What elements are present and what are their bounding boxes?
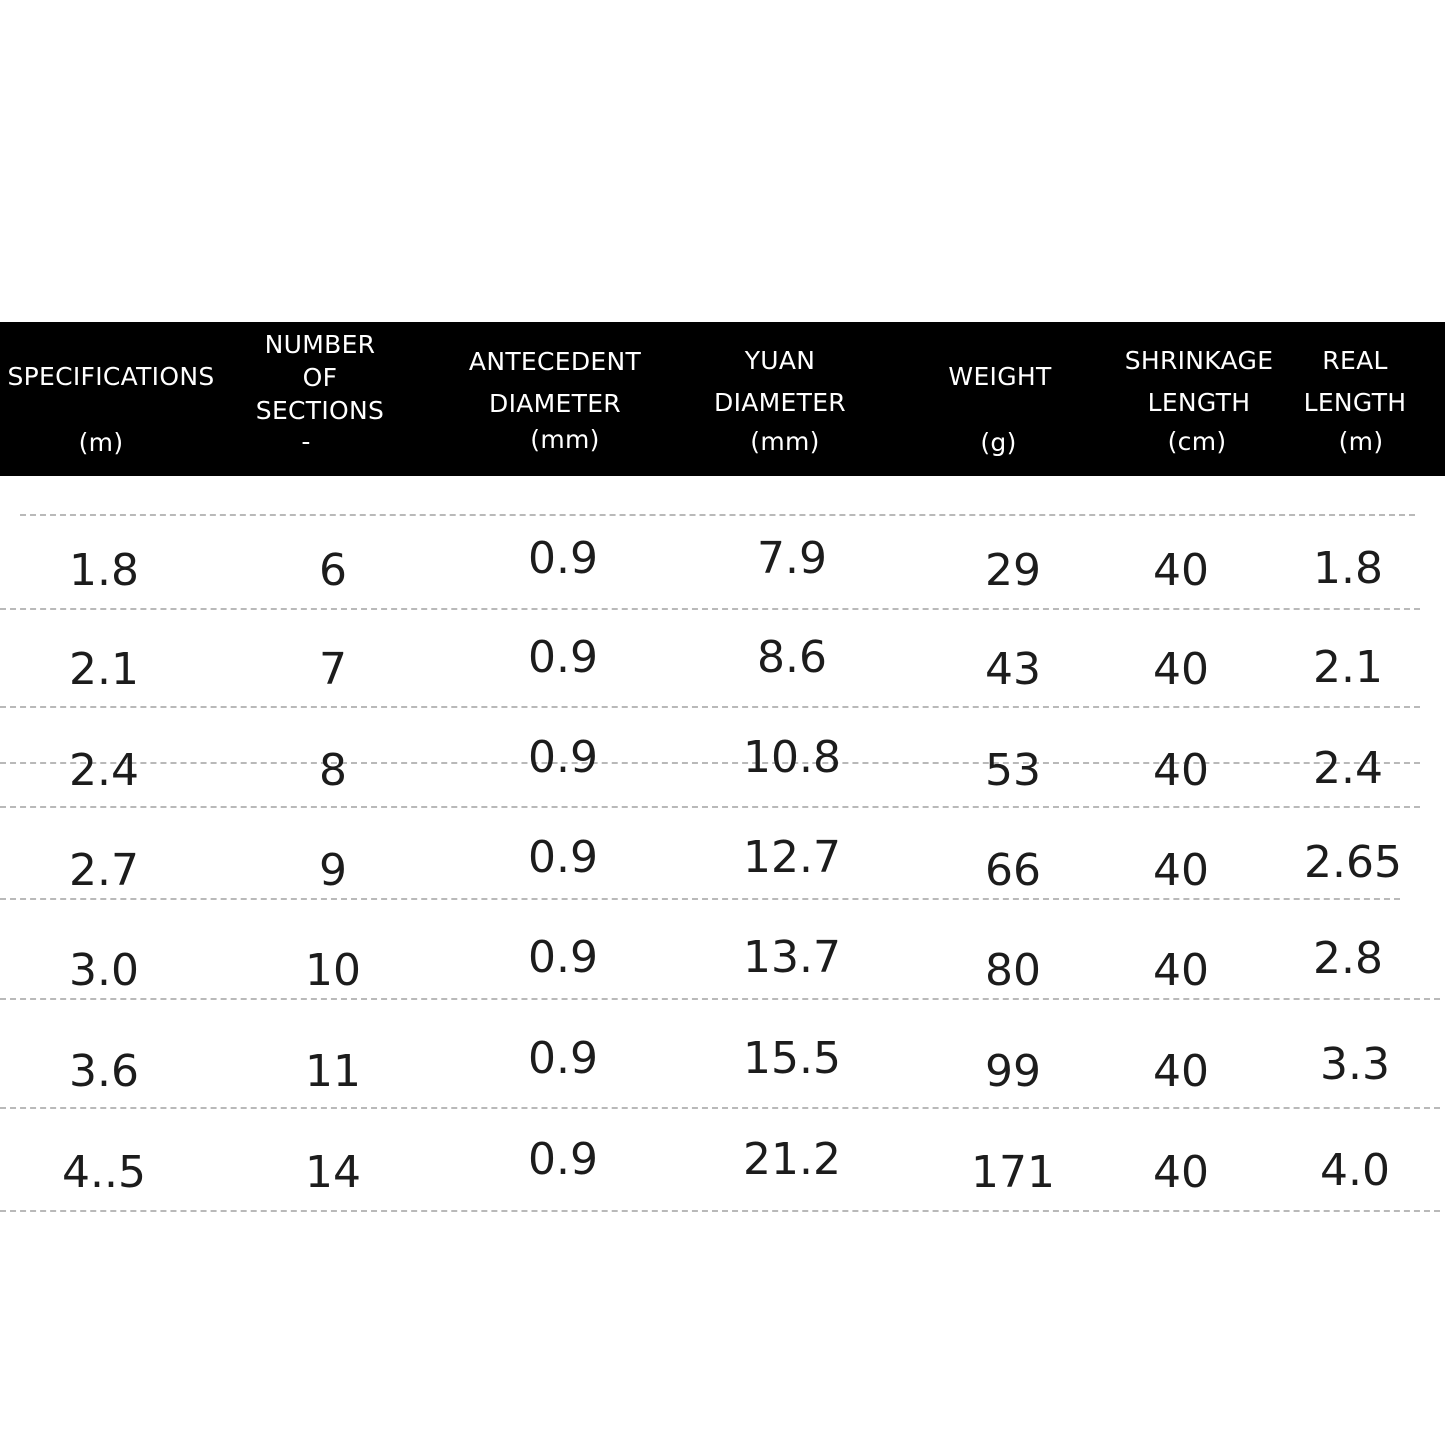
cell-specifications: 2.1	[69, 644, 139, 695]
cell-weight: 171	[971, 1147, 1055, 1198]
cell-real-length: 2.1	[1313, 642, 1383, 693]
cell-real-length: 2.8	[1313, 933, 1383, 984]
header-label: OF	[302, 363, 338, 392]
cell-weight: 80	[985, 945, 1041, 996]
cell-weight: 29	[985, 545, 1041, 596]
cell-antecedent-diameter: 0.9	[528, 932, 598, 983]
header-label: YUAN	[744, 346, 816, 375]
cell-real-length: 1.8	[1313, 543, 1383, 594]
row-divider	[0, 806, 1420, 808]
cell-real-length: 2.65	[1304, 837, 1402, 888]
header-yuan-diameter: YUAN DIAMETER (mm)	[690, 322, 870, 476]
header-unit: (cm)	[1167, 427, 1227, 456]
cell-real-length: 3.3	[1320, 1039, 1390, 1090]
cell-weight: 53	[985, 745, 1041, 796]
cell-specifications: 3.6	[69, 1046, 139, 1097]
header-unit: (mm)	[530, 425, 600, 454]
row-divider	[0, 1107, 1440, 1109]
cell-sections: 8	[319, 745, 347, 796]
header-real-length: REAL LENGTH (m)	[1295, 322, 1415, 476]
header-unit: (m)	[78, 428, 124, 457]
cell-shrinkage-length: 40	[1153, 644, 1209, 695]
row-divider	[0, 1210, 1440, 1212]
cell-weight: 66	[985, 845, 1041, 896]
cell-sections: 10	[305, 945, 361, 996]
header-label: WEIGHT	[948, 362, 1052, 391]
cell-specifications: 3.0	[69, 945, 139, 996]
cell-specifications: 4..5	[62, 1147, 146, 1198]
cell-yuan-diameter: 13.7	[743, 932, 841, 983]
header-unit: (m)	[1338, 427, 1384, 456]
table-row: 1.8 6 0.9 7.9 29 40 1.8	[0, 476, 1445, 596]
header-specifications: SPECIFICATIONS (m)	[0, 322, 222, 476]
header-label: DIAMETER	[489, 389, 621, 418]
header-label: SHRINKAGE	[1124, 346, 1274, 375]
header-unit: (mm)	[750, 427, 820, 456]
cell-antecedent-diameter: 0.9	[528, 832, 598, 883]
cell-yuan-diameter: 8.6	[757, 632, 827, 683]
cell-weight: 43	[985, 644, 1041, 695]
cell-sections: 9	[319, 845, 347, 896]
cell-shrinkage-length: 40	[1153, 1046, 1209, 1097]
cell-real-length: 2.4	[1313, 743, 1383, 794]
row-divider	[0, 762, 1420, 764]
cell-shrinkage-length: 40	[1153, 845, 1209, 896]
cell-specifications: 1.8	[69, 545, 139, 596]
header-antecedent-diameter: ANTECEDENT DIAMETER (mm)	[455, 322, 655, 476]
header-label: ANTECEDENT	[468, 347, 642, 376]
cell-yuan-diameter: 21.2	[743, 1134, 841, 1185]
cell-sections: 11	[305, 1046, 361, 1097]
header-unit: (g)	[980, 428, 1017, 457]
cell-shrinkage-length: 40	[1153, 545, 1209, 596]
row-divider	[0, 998, 1440, 1000]
cell-shrinkage-length: 40	[1153, 1147, 1209, 1198]
header-number-of-sections: NUMBER OF SECTIONS -	[235, 322, 405, 476]
cell-specifications: 2.4	[69, 745, 139, 796]
row-divider	[0, 706, 1420, 708]
header-label: SECTIONS	[255, 396, 385, 425]
cell-sections: 14	[305, 1147, 361, 1198]
spec-table: SPECIFICATIONS (m) NUMBER OF SECTIONS - …	[0, 322, 1445, 764]
header-label: DIAMETER	[714, 388, 846, 417]
cell-real-length: 4.0	[1320, 1145, 1390, 1196]
cell-sections: 7	[319, 644, 347, 695]
row-divider	[0, 608, 1420, 610]
header-label: LENGTH	[1303, 388, 1407, 417]
header-label: SPECIFICATIONS	[7, 362, 215, 391]
cell-antecedent-diameter: 0.9	[528, 1134, 598, 1185]
cell-sections: 6	[319, 545, 347, 596]
table-header: SPECIFICATIONS (m) NUMBER OF SECTIONS - …	[0, 322, 1445, 476]
cell-antecedent-diameter: 0.9	[528, 533, 598, 584]
cell-yuan-diameter: 12.7	[743, 832, 841, 883]
row-divider	[0, 898, 1400, 900]
cell-yuan-diameter: 7.9	[757, 533, 827, 584]
cell-yuan-diameter: 10.8	[743, 732, 841, 783]
cell-shrinkage-length: 40	[1153, 945, 1209, 996]
cell-antecedent-diameter: 0.9	[528, 732, 598, 783]
header-shrinkage-length: SHRINKAGE LENGTH (cm)	[1110, 322, 1288, 476]
cell-antecedent-diameter: 0.9	[528, 1033, 598, 1084]
header-weight: WEIGHT (g)	[930, 322, 1070, 476]
cell-specifications: 2.7	[69, 845, 139, 896]
header-label: LENGTH	[1147, 388, 1251, 417]
cell-weight: 99	[985, 1046, 1041, 1097]
cell-yuan-diameter: 15.5	[743, 1033, 841, 1084]
cell-shrinkage-length: 40	[1153, 745, 1209, 796]
cell-antecedent-diameter: 0.9	[528, 632, 598, 683]
header-label: NUMBER	[264, 330, 376, 359]
header-label: REAL	[1322, 346, 1388, 375]
header-unit: -	[301, 427, 311, 456]
row-divider	[20, 514, 1415, 516]
